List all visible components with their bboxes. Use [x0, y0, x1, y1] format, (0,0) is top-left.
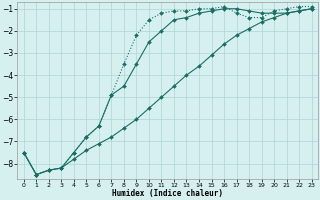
- X-axis label: Humidex (Indice chaleur): Humidex (Indice chaleur): [112, 189, 223, 198]
